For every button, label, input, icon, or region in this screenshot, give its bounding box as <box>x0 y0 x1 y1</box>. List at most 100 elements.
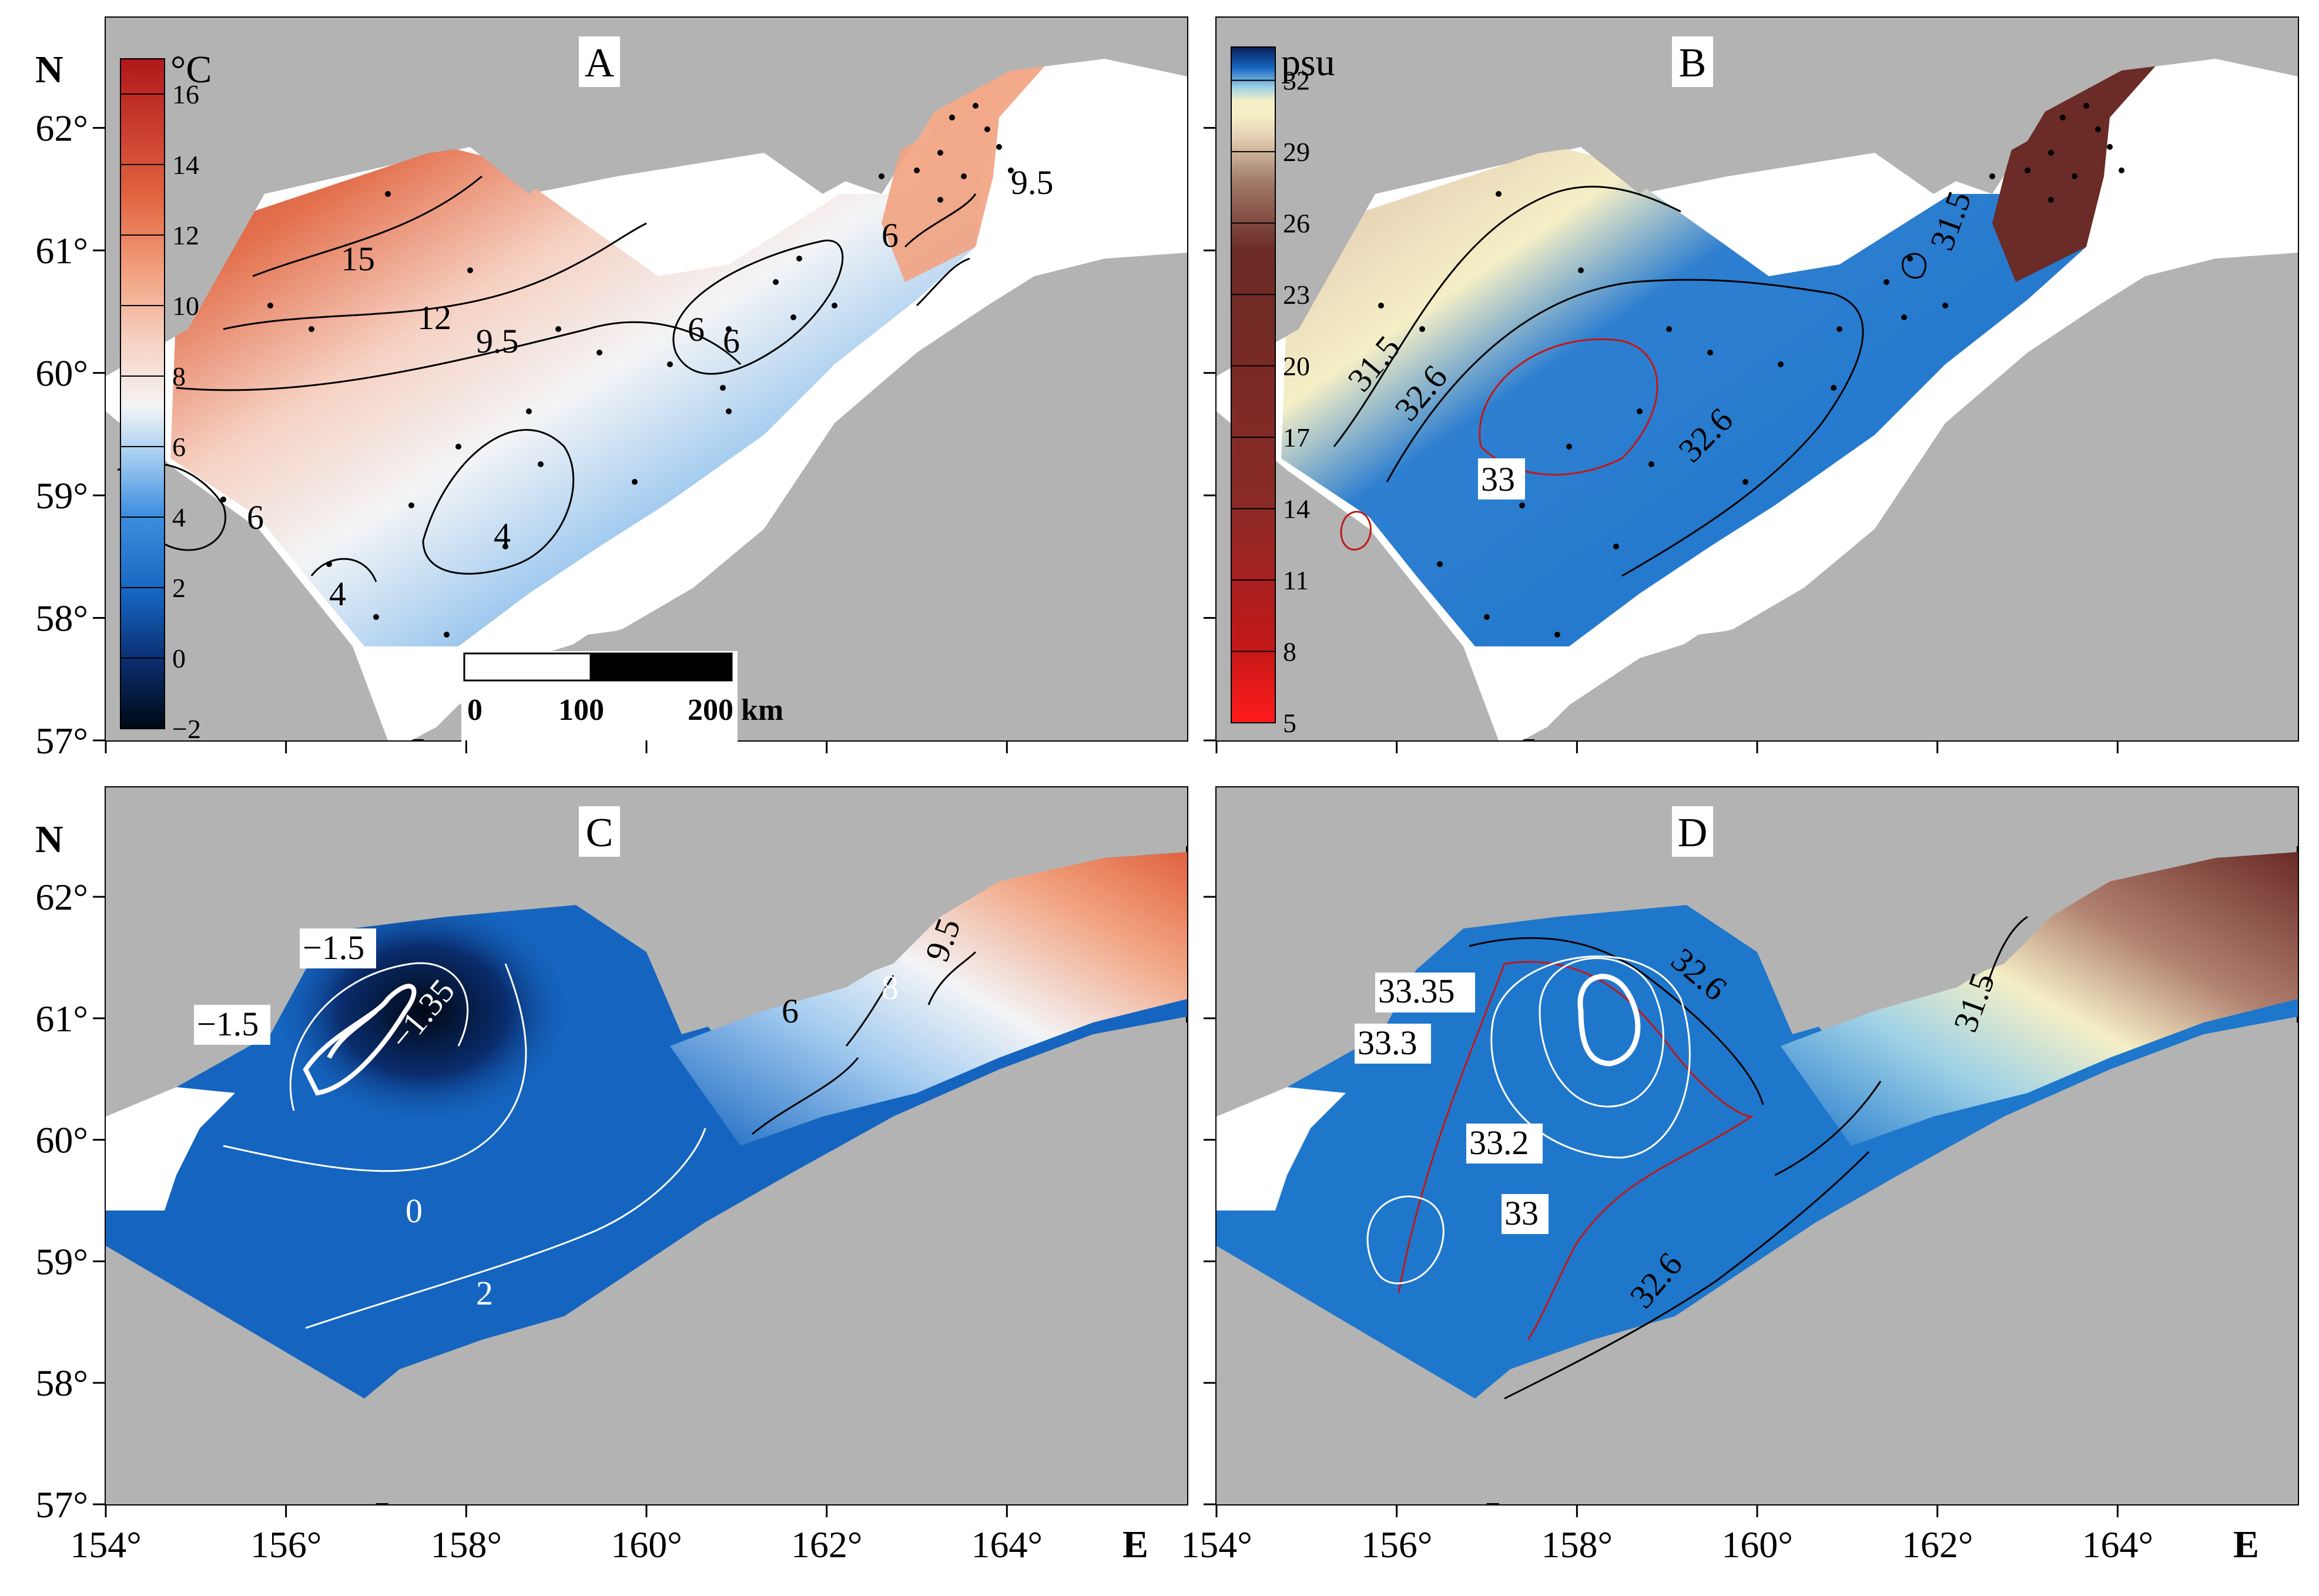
contour-label: 6 <box>723 322 740 360</box>
panel-letter-a: A <box>585 41 615 86</box>
contour-label: 8 <box>882 968 899 1007</box>
contours-d <box>1366 916 2028 1400</box>
colorbar-tick-label: 5 <box>1283 708 1296 738</box>
contour-label: 6 <box>882 216 899 254</box>
panel-letter-d: D <box>1678 810 1708 856</box>
lon-axis-letter: E <box>2233 1523 2259 1566</box>
label-bg <box>300 928 376 968</box>
lat-axis-letter: N <box>35 818 63 861</box>
contour-label: 4 <box>329 575 346 613</box>
contour-label: 15 <box>341 240 375 278</box>
contours-c <box>223 951 977 1329</box>
lon-tick-label: 156° <box>1361 1524 1433 1565</box>
label-bg <box>1502 1194 1549 1234</box>
kamchatka-land <box>1534 253 2298 740</box>
contours-b <box>1333 186 1926 577</box>
northern-coast-land <box>1217 787 2298 1116</box>
contour-label: 6 <box>782 992 799 1030</box>
panel-b: 31.5 32.6 32.6 33 31.5 B psu 32292623201… <box>1215 16 2299 742</box>
colorbar-tick-label: 26 <box>1283 209 1310 239</box>
scale-label-200: 200 km <box>688 693 783 727</box>
lon-tick-label: 164° <box>2082 1524 2154 1565</box>
white-water <box>1217 1087 1346 1211</box>
scale-bar-white-segment <box>463 652 592 682</box>
lon-tick-label: 160° <box>1721 1524 1793 1565</box>
contour-label: 33 <box>1481 460 1515 498</box>
lat-tick-label: 60° <box>35 1119 88 1161</box>
contour-label: 33.3 <box>1358 1024 1417 1062</box>
colorbar-tick-label: 6 <box>172 432 186 462</box>
southwest-land <box>1217 1246 1487 1504</box>
contour-label: 12 <box>417 299 451 337</box>
panel-letter-bg <box>1672 806 1713 857</box>
lon-tick-label: 158° <box>431 1524 502 1565</box>
colorbar-temperature: °C 16 14 12 10 8 6 4 2 0 −2 <box>120 48 212 744</box>
lat-tick-label: 61° <box>35 230 88 271</box>
panel-d: 32.6 33.35 33.3 33.2 33 32.6 31.5 D <box>1215 786 2299 1506</box>
colorbar-tick-label: 8 <box>172 361 186 391</box>
contour-label: 4 <box>494 516 511 554</box>
colorbar-tick-label: 4 <box>172 502 186 532</box>
colorbar-tick-label: 17 <box>1283 423 1310 452</box>
scale-bar: 0 100 200 km <box>461 651 783 763</box>
panel-c: −1.5 −1.5 −1.35 0 2 6 8 9.5 C <box>105 786 1188 1506</box>
colorbar-tick-label: 23 <box>1283 280 1310 310</box>
colorbar-tick-label: 32 <box>1283 66 1310 96</box>
scale-label-100: 100 <box>558 693 604 727</box>
contour-label: 0 <box>406 1192 423 1230</box>
contour-label: 33 <box>1504 1194 1539 1232</box>
colorbar-unit: psu <box>1281 41 1335 84</box>
lon-tick-label: 156° <box>250 1524 322 1565</box>
lat-tick-label: 58° <box>35 1362 88 1404</box>
contours-a <box>117 175 977 582</box>
colorbar-tick-label: 2 <box>172 573 186 603</box>
colorbar-tick-label: 20 <box>1283 351 1310 381</box>
white-water <box>106 1087 235 1211</box>
label-bg <box>1478 458 1525 499</box>
label-bg <box>1355 1024 1431 1064</box>
kamchatka-land <box>423 253 1187 740</box>
scale-bar-black-segment <box>589 652 733 682</box>
lon-tick-label: 154° <box>1181 1524 1252 1565</box>
panel-letter-bg <box>579 806 620 857</box>
contour-label: 9.5 <box>1011 163 1054 202</box>
colorbar-tick-label: 14 <box>1283 494 1310 524</box>
panel-letter-bg <box>1672 36 1713 87</box>
lon-axis-letter: E <box>1122 1523 1148 1566</box>
colorbar-tick-label: 14 <box>172 150 199 180</box>
panel-letter-bg <box>579 36 620 87</box>
contour-label: −1.5 <box>303 928 364 967</box>
colorbar-salinity: psu 32 29 26 23 20 17 14 11 8 5 <box>1231 41 1335 738</box>
contour-label: 33.2 <box>1469 1124 1529 1162</box>
shelf-warm <box>670 852 1187 1146</box>
axes: 57° 58° 59° 60° 61° 62° N 57° 58° 59° 60° 61° 62° N 15… <box>35 48 2259 1566</box>
colorbar-tick-label: 10 <box>172 291 199 321</box>
colorbar-tick-label: 16 <box>172 79 199 109</box>
contour-label: 6 <box>247 498 264 537</box>
panel-letter-b: B <box>1679 41 1707 86</box>
lat-tick-label: 62° <box>35 876 88 918</box>
colorbar-tick-label: 11 <box>1283 565 1309 595</box>
panel-a: 15 12 9.5 9.5 6 6 6 4 4 6 A °C 16 14 12 10 8… <box>105 16 1188 763</box>
temperature-field <box>170 53 1034 646</box>
stations-a <box>220 103 1014 638</box>
contour-label: 2 <box>476 1274 493 1312</box>
southwest-land <box>106 411 388 740</box>
lon-tick-label: 158° <box>1541 1524 1613 1565</box>
label-bg <box>1375 973 1475 1012</box>
colorbar-tick-label: 0 <box>172 643 186 673</box>
colorbar-tick-label: 12 <box>172 220 199 250</box>
stations-b <box>1378 103 2124 638</box>
contour-labels-a: 15 12 9.5 9.5 6 6 6 4 4 6 <box>247 163 1054 613</box>
panel-letter-c: C <box>586 810 614 856</box>
southwest-land <box>106 1246 376 1504</box>
lat-tick-label: 60° <box>35 353 88 394</box>
label-bg <box>1466 1124 1543 1164</box>
kamchatka-land <box>388 1022 1187 1504</box>
northern-coast-land <box>106 787 1187 1116</box>
scale-label-0: 0 <box>467 693 482 727</box>
lat-tick-label: 57° <box>35 1484 88 1525</box>
lon-tick-label: 162° <box>1902 1524 1973 1565</box>
contour-labels-d: 32.6 33.35 33.3 33.2 33 32.6 31.5 <box>1355 940 2002 1315</box>
